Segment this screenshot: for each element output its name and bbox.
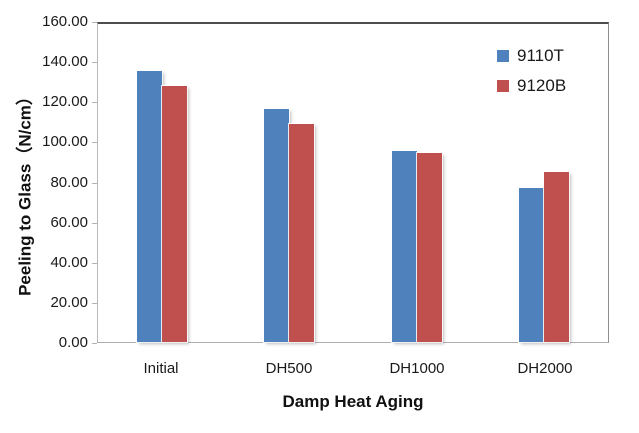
bar-9110T-Initial xyxy=(136,71,162,342)
y-tick-mark xyxy=(92,263,97,264)
legend-item-9110T: 9110T xyxy=(497,47,566,65)
bar-group-DH2000 xyxy=(481,24,609,342)
bar-9120B-DH2000 xyxy=(544,172,570,342)
bar-9120B-DH500 xyxy=(289,124,315,342)
bar-group-DH1000 xyxy=(353,24,481,342)
bar-group-DH500 xyxy=(226,24,354,342)
y-tick-label: 160.00 xyxy=(42,13,88,30)
bar-9110T-DH500 xyxy=(264,109,290,342)
bar-group-Initial xyxy=(98,24,226,342)
y-tick-label: 20.00 xyxy=(50,293,88,311)
legend-label-9120B: 9120B xyxy=(517,76,567,95)
y-tick-label: 40.00 xyxy=(50,253,88,271)
y-tick-mark xyxy=(92,183,97,184)
legend-label-9110T: 9110T xyxy=(517,46,564,65)
y-tick-mark xyxy=(92,142,97,143)
x-category-label-DH1000: DH1000 xyxy=(389,360,445,377)
x-axis-title: Damp Heat Aging xyxy=(282,392,424,411)
y-tick-label: 100.00 xyxy=(42,133,88,151)
y-tick-mark xyxy=(92,62,97,63)
y-tick-label: 80.00 xyxy=(50,173,88,191)
legend-swatch-9120B-icon xyxy=(497,80,509,92)
y-tick-mark xyxy=(92,343,97,344)
x-category-label-DH500: DH500 xyxy=(265,360,313,377)
bars-container xyxy=(98,24,608,342)
y-tick-label: 120.00 xyxy=(42,93,88,111)
x-category-label-DH2000: DH2000 xyxy=(517,360,573,377)
y-tick-mark xyxy=(92,22,97,23)
y-tick-mark xyxy=(92,303,97,304)
x-category-label-Initial: Initial xyxy=(143,360,179,377)
legend-item-9120B: 9120B xyxy=(497,77,566,95)
bar-9110T-DH1000 xyxy=(391,151,417,342)
y-tick-label: 60.00 xyxy=(50,213,88,231)
y-tick-label: 140.00 xyxy=(42,53,88,71)
y-tick-label: 0.00 xyxy=(58,334,88,351)
bar-9120B-DH1000 xyxy=(416,153,442,342)
y-tick-mark xyxy=(92,223,97,224)
plot-area: 9110T 9120B xyxy=(97,22,609,343)
legend: 9110T 9120B xyxy=(497,47,566,95)
y-tick-mark xyxy=(92,102,97,103)
bar-9120B-Initial xyxy=(161,86,187,342)
legend-swatch-9110T-icon xyxy=(497,50,509,62)
bar-9110T-DH2000 xyxy=(519,188,545,342)
